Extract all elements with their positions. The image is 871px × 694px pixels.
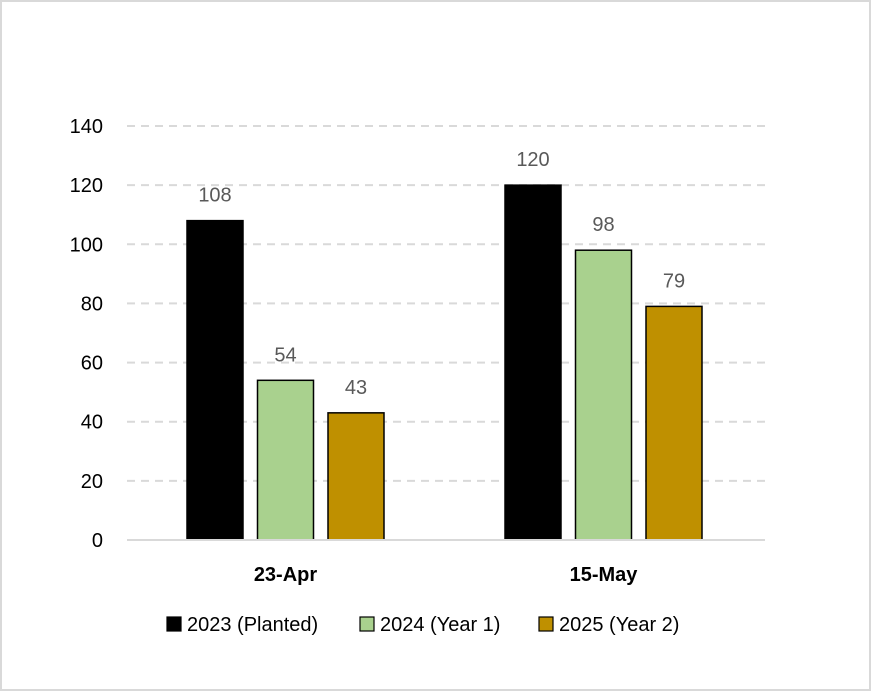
y-tick-label: 140 [70,116,103,138]
legend-label: 2024 (Year 1) [380,614,500,636]
legend: 2023 (Planted) 2024 (Year 1) 2025 (Year 2) [166,614,679,636]
y-tick-label: 60 [81,353,103,375]
bar [186,219,244,541]
data-label: 108 [198,185,231,207]
legend-label: 2023 (Planted) [187,614,318,636]
bars [186,184,703,541]
legend-label: 2025 (Year 2) [559,614,679,636]
data-label: 54 [274,344,296,366]
y-tick-label: 20 [81,471,103,493]
x-axis: 23-Apr 15-May [127,539,765,586]
y-tick-label: 40 [81,412,103,434]
y-tick-label: 120 [70,175,103,197]
data-label: 120 [516,149,549,171]
y-tick-label: 0 [92,530,103,552]
legend-swatch [359,616,375,632]
bar [256,379,315,541]
bar [327,412,385,541]
bar [645,305,703,541]
legend-swatch [538,616,554,632]
x-category-label: 23-Apr [254,564,318,586]
y-tick-label: 80 [81,293,103,315]
data-label: 79 [663,270,685,292]
x-category-label: 15-May [570,564,639,586]
y-axis-tick-labels: 0 20 40 60 80 100 120 140 [70,116,103,552]
bar [574,249,633,541]
data-labels: 108 120 54 98 43 79 [198,149,685,399]
bar [504,184,562,541]
data-label: 43 [345,377,367,399]
data-label: 98 [592,214,614,236]
legend-swatch [166,616,182,632]
y-tick-label: 100 [70,234,103,256]
